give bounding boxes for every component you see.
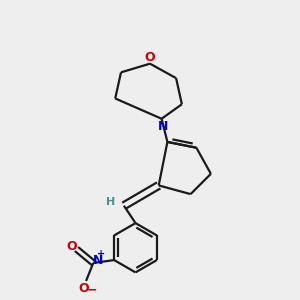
Text: N: N: [158, 120, 168, 134]
Text: O: O: [145, 51, 155, 64]
Text: O: O: [67, 240, 77, 253]
Text: H: H: [106, 197, 116, 207]
Text: −: −: [87, 284, 98, 297]
Text: N: N: [92, 254, 103, 267]
Text: +: +: [97, 249, 106, 259]
Text: O: O: [78, 282, 89, 295]
